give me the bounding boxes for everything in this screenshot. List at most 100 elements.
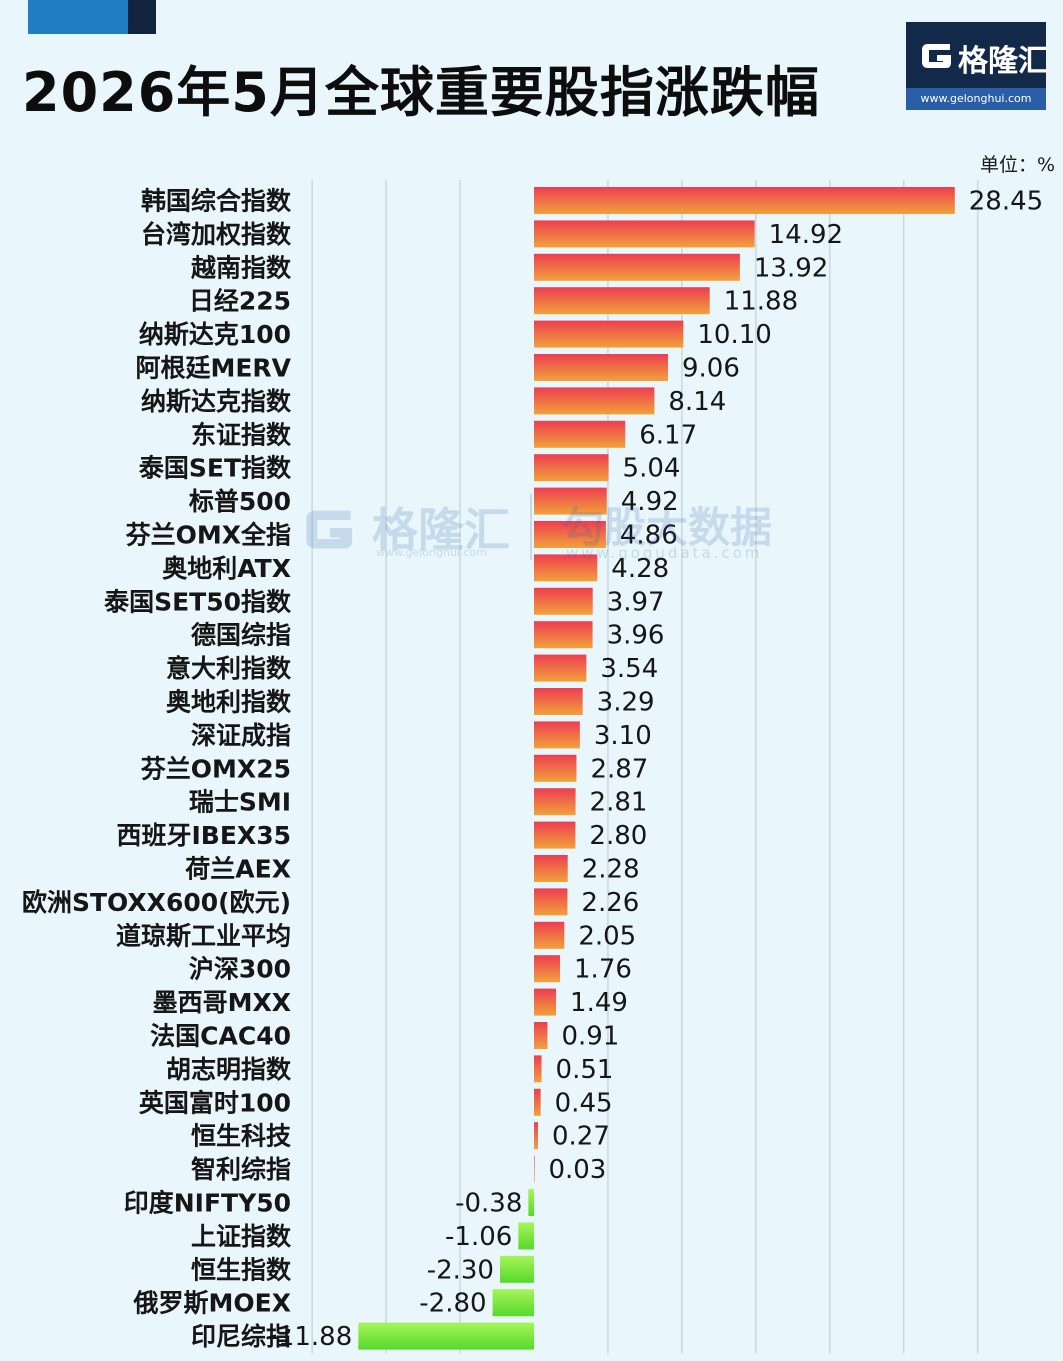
bar (534, 654, 587, 682)
category-label: 纳斯达克指数 (141, 387, 292, 416)
value-label: 0.03 (548, 1155, 606, 1185)
value-label: 5.04 (623, 454, 681, 484)
bar (534, 220, 755, 248)
bar (534, 354, 668, 381)
value-label: 2.80 (589, 821, 647, 851)
value-label: 1.76 (574, 955, 632, 985)
bar (534, 855, 568, 882)
watermark-separator (530, 494, 532, 560)
category-label: 泰国SET指数 (139, 454, 292, 483)
value-label: 6.17 (639, 420, 697, 450)
chart-title: 2026年5月全球重要股指涨跌幅 (22, 61, 820, 124)
category-label: 法国CAC40 (150, 1022, 291, 1051)
top-accent-bar (28, 0, 128, 34)
value-label: 4.92 (621, 487, 679, 517)
category-label: 东证指数 (191, 420, 292, 449)
category-label: 韩国综合指数 (141, 187, 292, 216)
bar (534, 1088, 541, 1116)
category-label: 欧洲STOXX600(欧元) (22, 888, 291, 917)
value-label: 4.28 (611, 554, 669, 584)
category-label: 恒生指数 (191, 1255, 292, 1284)
bar (534, 420, 626, 448)
category-label: 道琼斯工业平均 (116, 921, 291, 950)
value-label: 9.06 (682, 354, 740, 384)
value-label: 8.14 (668, 387, 726, 417)
bar (492, 1289, 534, 1317)
bar (534, 821, 576, 849)
unit-label: 单位：% (979, 154, 1055, 176)
value-label: 28.45 (969, 187, 1043, 217)
category-label: 上证指数 (191, 1222, 292, 1251)
value-label: -2.30 (427, 1255, 494, 1285)
category-label: 台湾加权指数 (141, 220, 292, 249)
bar (534, 587, 593, 615)
bars (358, 187, 955, 1350)
value-label: 10.10 (697, 320, 771, 350)
watermark-name-2: 勾股大数据 (562, 503, 773, 552)
category-label: 芬兰OMX25 (141, 754, 291, 783)
category-label: 纳斯达克100 (139, 320, 291, 349)
bar (534, 454, 609, 482)
bar (534, 287, 710, 315)
category-label: 深证成指 (191, 721, 291, 750)
bar (534, 754, 577, 782)
value-label: 3.54 (600, 654, 658, 684)
bar (534, 788, 576, 816)
top-accent-bar-dark (128, 0, 156, 34)
bar (534, 387, 655, 415)
value-label: -0.38 (455, 1189, 522, 1219)
value-label: -11.88 (268, 1322, 352, 1352)
category-label: 泰国SET50指数 (104, 587, 292, 616)
value-label: 0.91 (561, 1022, 619, 1052)
category-label: 德国综指 (191, 621, 291, 650)
watermark-url: www.gelonghui.com (376, 546, 487, 559)
bar (534, 320, 684, 348)
bar (534, 921, 565, 949)
bar (534, 187, 955, 214)
value-label: -1.06 (445, 1222, 512, 1252)
category-label: 俄罗斯MOEX (133, 1289, 291, 1318)
category-label: 意大利指数 (166, 654, 292, 683)
value-label: 2.87 (590, 754, 648, 784)
category-label: 荷兰AEX (185, 855, 291, 884)
bar (534, 1055, 542, 1083)
bar (534, 487, 607, 515)
value-label: 3.96 (607, 621, 665, 651)
value-label: 2.26 (581, 888, 639, 918)
category-label: 瑞士SMI (189, 788, 291, 817)
category-label: 越南指数 (191, 253, 292, 282)
watermark-name: 格隆汇 (372, 503, 510, 557)
value-label: -2.80 (419, 1289, 486, 1319)
bar (534, 621, 593, 649)
bar (534, 1122, 538, 1150)
watermark-logo-icon (306, 510, 353, 549)
bar (518, 1222, 534, 1250)
category-label: 墨西哥MXX (153, 988, 291, 1017)
category-label: 胡志明指数 (166, 1055, 292, 1084)
bar (534, 688, 583, 715)
bar (534, 721, 580, 749)
value-label: 4.86 (620, 521, 678, 551)
bar (528, 1189, 534, 1216)
value-label: 3.29 (597, 688, 655, 718)
category-label: 沪深300 (189, 955, 291, 984)
value-label: 3.97 (607, 587, 665, 617)
bar (534, 955, 561, 983)
value-label: 2.05 (578, 921, 636, 951)
value-label: 11.88 (724, 287, 798, 317)
value-label: 3.10 (594, 721, 652, 751)
bar (534, 554, 598, 582)
value-label: 0.51 (556, 1055, 614, 1085)
watermark-url-2: www.gogudata.com (566, 544, 763, 562)
bar (534, 1155, 535, 1183)
category-label: 芬兰OMX全指 (126, 521, 291, 550)
bar (534, 1022, 548, 1049)
value-label: 14.92 (769, 220, 843, 250)
category-label: 恒生科技 (191, 1122, 291, 1151)
value-label: 13.92 (754, 253, 828, 283)
bar (358, 1322, 534, 1350)
value-label: 0.27 (552, 1122, 610, 1152)
bar (534, 521, 606, 548)
